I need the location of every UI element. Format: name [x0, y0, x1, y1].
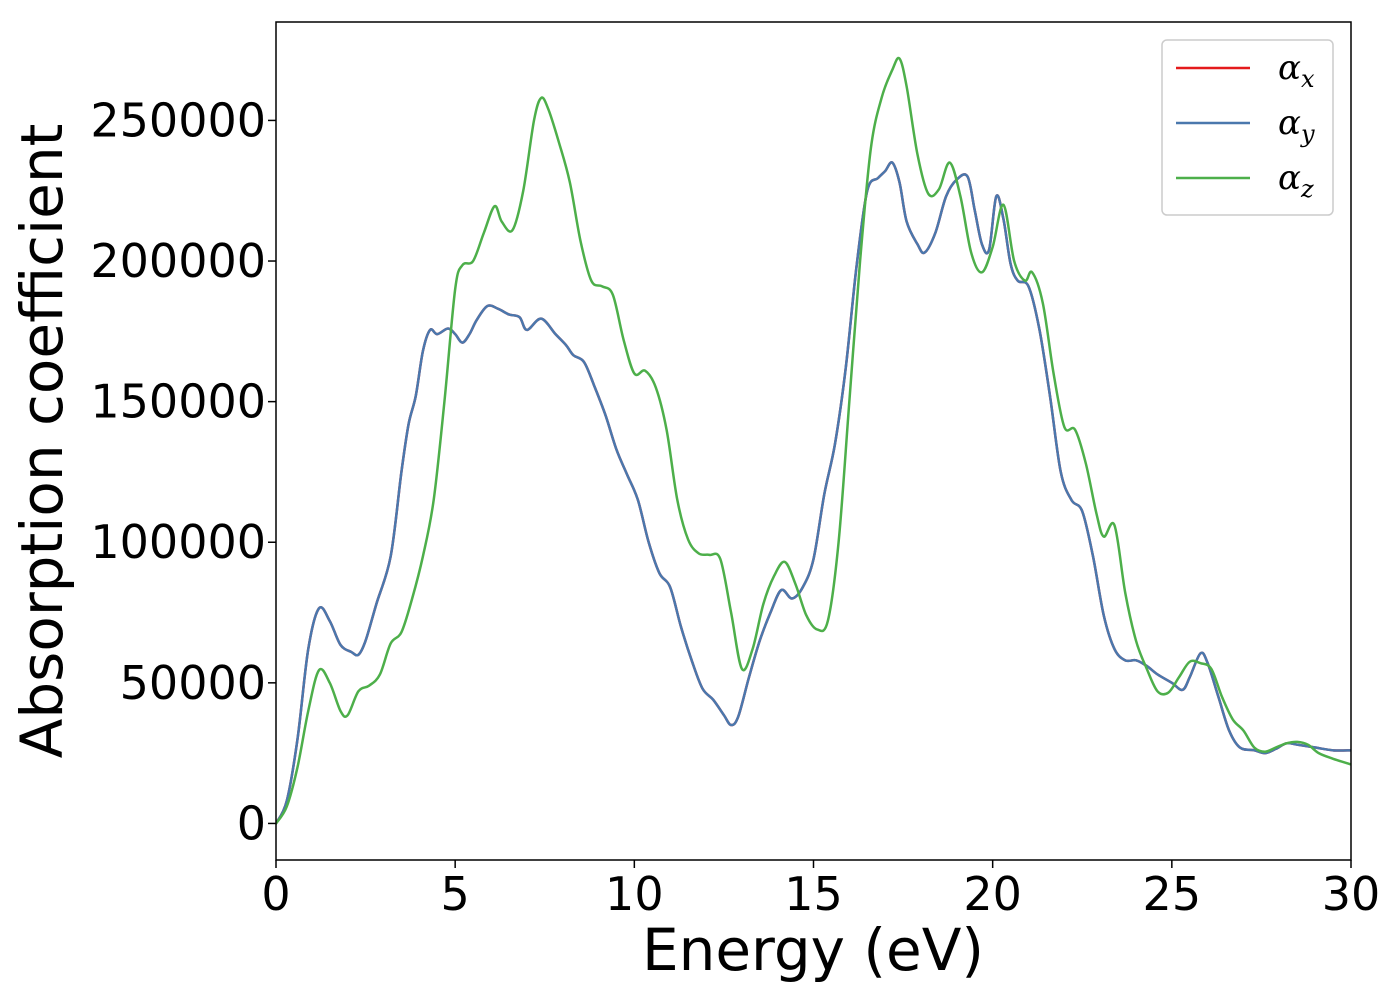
y-tick-label: 250000 [90, 93, 266, 147]
y-tick-label: 100000 [90, 515, 266, 569]
x-tick-label: 0 [261, 867, 290, 921]
series-line-x [276, 161, 1351, 825]
x-tick-label: 20 [963, 867, 1022, 921]
x-tick-label: 30 [1322, 867, 1381, 921]
x-axis-label: Energy (eV) [642, 916, 984, 984]
legend-label-y: αy [1278, 103, 1315, 148]
series-line-z [276, 56, 1351, 825]
x-tick-label: 10 [605, 867, 664, 921]
x-tick-label: 5 [441, 867, 470, 921]
legend: αx αy αz [1161, 39, 1334, 216]
legend-box [1161, 39, 1334, 216]
y-tick-label: 0 [237, 796, 266, 850]
legend-label-x: αx [1278, 48, 1315, 93]
x-axis-ticks: 0 5 10 15 20 25 30 [261, 860, 1380, 921]
series-line-y [276, 161, 1351, 825]
legend-label-z: αz [1278, 158, 1314, 203]
x-tick-label: 15 [784, 867, 843, 921]
y-tick-label: 150000 [90, 375, 266, 429]
y-tick-label: 200000 [90, 234, 266, 288]
y-axis-label: Absorption coefficient [8, 124, 76, 759]
y-tick-label: 50000 [120, 656, 266, 710]
x-tick-label: 25 [1143, 867, 1202, 921]
series-layer [276, 56, 1351, 825]
y-axis-ticks: 0 50000 100000 150000 200000 250000 [90, 93, 276, 850]
